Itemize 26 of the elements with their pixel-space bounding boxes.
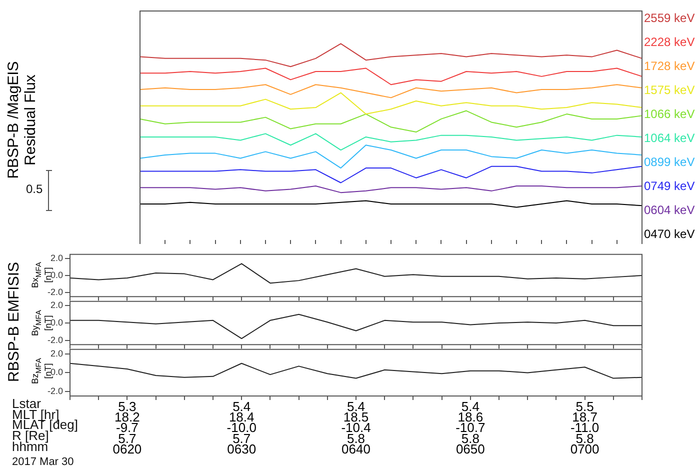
x-tick-label: 5.3 18.2 -9.7 5.7 0620 [112, 398, 142, 457]
series-label: 1064 keV [644, 131, 695, 147]
y-axis-title: RBSP-B /MagEIS Residual Flux [4, 61, 40, 179]
series-label: 1066 keV [644, 107, 695, 123]
x-tick-label: 5.4 18.6 -10.7 5.8 0650 [456, 398, 486, 457]
x-tick-label: 5.4 18.5 -10.4 5.8 0640 [341, 398, 371, 457]
y-tick-label: 2.0 [50, 300, 63, 310]
y-tick-label: 2.0 [50, 253, 63, 264]
annotation: Lstar MLT [hr] MLAT [deg] R [Re] hhmm [12, 396, 78, 454]
text: 0.5 [26, 182, 43, 196]
series-label: 1575 keV [644, 83, 695, 99]
series-label: 1728 keV [644, 59, 695, 75]
text: RBSP-B EMFISIS [5, 262, 23, 382]
y-tick-label: -2.0 [47, 386, 63, 396]
y-tick-label: -2.0 [47, 286, 63, 297]
x-tick-label: 5.4 18.4 -10.0 5.7 0630 [226, 398, 256, 457]
x-tick-label: 5.5 18.7 -11.0 5.8 0700 [570, 398, 600, 457]
y-tick-label: -2.0 [47, 334, 63, 345]
series-label: 0899 keV [644, 155, 695, 171]
text: 2228 keV [644, 35, 695, 51]
series-label: 0470 keV [644, 227, 695, 243]
series-label: 0749 keV [644, 179, 695, 195]
series-label: 0604 keV [644, 203, 695, 219]
text: 2559 keV [644, 11, 695, 27]
y-tick-label: 2.0 [50, 348, 63, 359]
text: 2017 Mar 30 [12, 456, 74, 468]
